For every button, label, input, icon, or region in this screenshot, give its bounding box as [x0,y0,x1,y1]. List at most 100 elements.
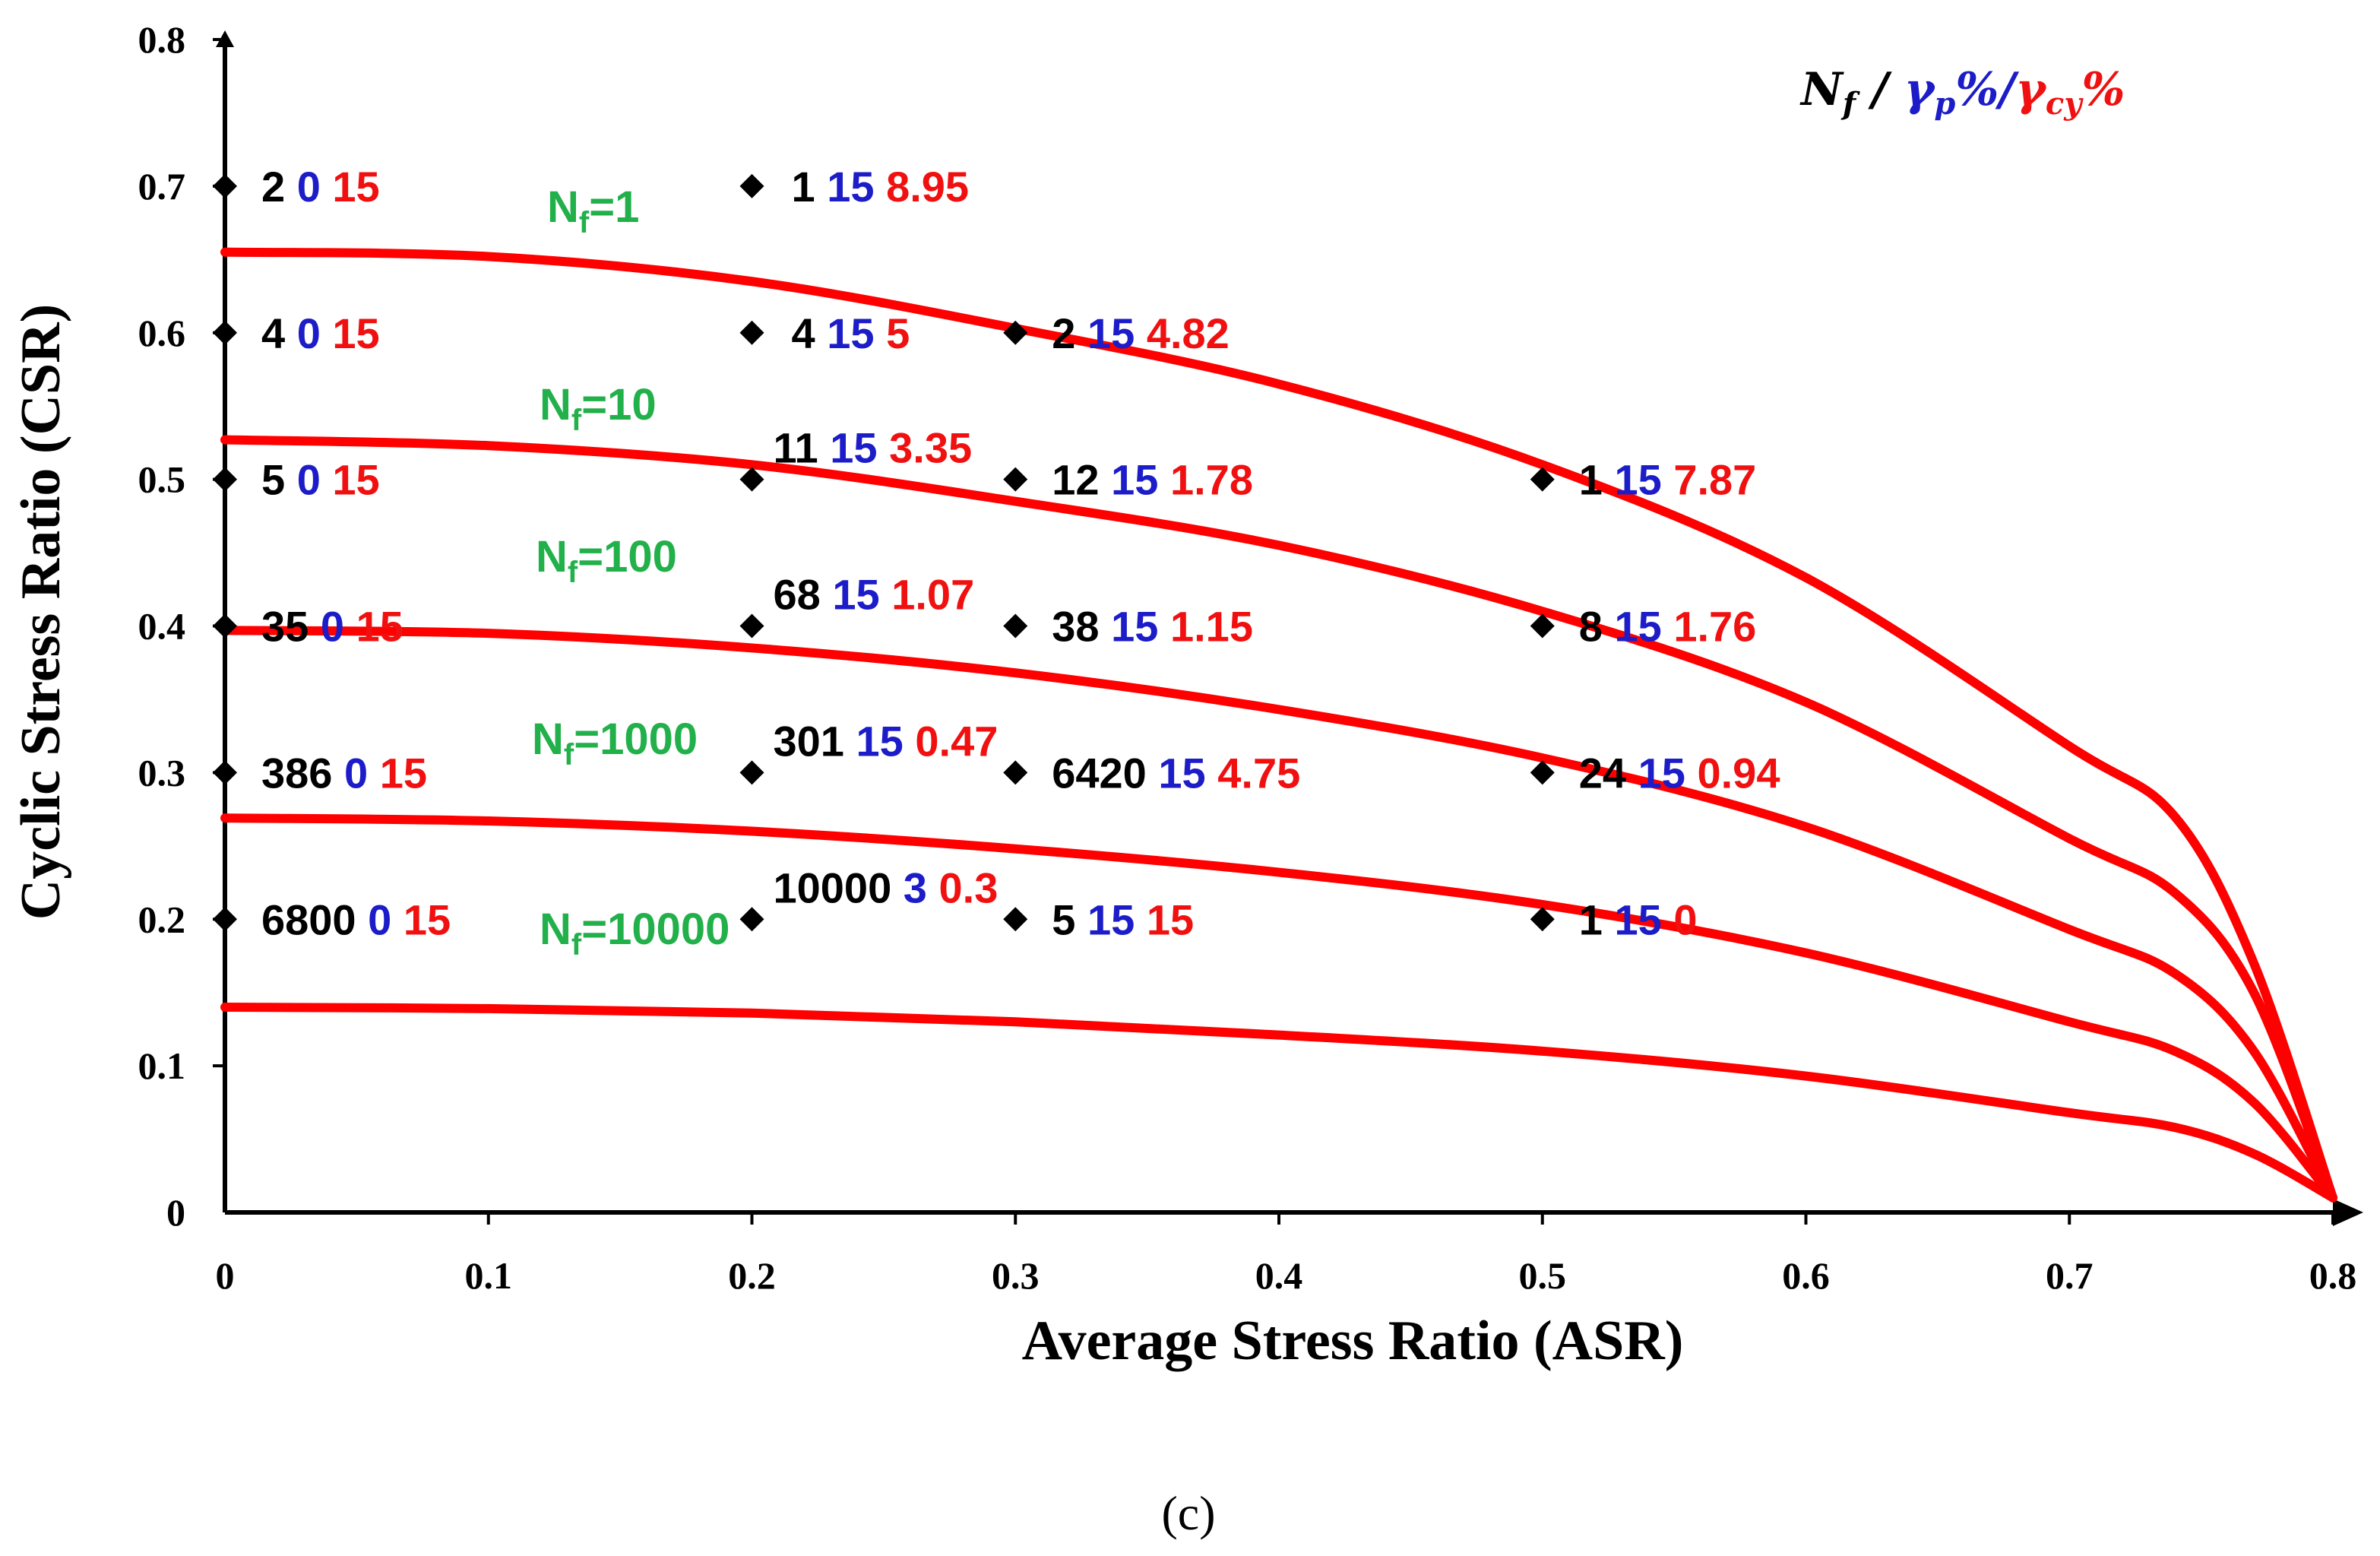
fatigue-curve [220,626,2337,1203]
data-point-marker [213,613,237,639]
curve-label-value: =10000 [581,905,730,954]
nf-value: 6420 [1052,749,1158,797]
gamma-p-value: 0 [297,309,333,357]
data-point-label: 4 15 5 [792,309,910,357]
curve-label: Nf=100 [536,532,677,589]
data-point-marker [739,613,764,639]
x-tick-label: 0.5 [1519,1254,1567,1297]
nf-value: 5 [261,456,297,504]
curve-label-main: N [536,532,568,582]
nf-value: 1 [1579,895,1615,943]
curve-label-sub: f [571,404,582,437]
gamma-p-value: 0 [344,749,380,797]
curve-label-value: =1000 [574,715,698,764]
curve-label-value: =1 [589,182,639,232]
data-point-marker [213,467,237,492]
data-point-marker [739,760,764,785]
x-tick-label: 0.6 [1782,1254,1830,1297]
data-point-label: 5 0 15 [261,456,380,504]
y-tick-label: 0.5 [138,458,186,501]
nf-value: 35 [261,603,321,651]
data-point-marker [1530,467,1555,492]
fatigue-curves [220,247,2337,1203]
legend-gamma-p: γ [1904,63,1936,116]
gamma-cy-value: 15 [332,456,379,504]
data-point-marker [1530,907,1555,932]
data-point-marker [213,907,237,932]
curve-label-value: =10 [581,380,656,429]
curve-label-sub: f [579,206,590,239]
curve-label-sub: f [564,738,574,772]
legend: Nf / γp%/γcy% [1799,63,2125,122]
nf-value: 386 [261,749,344,797]
nf-value: 2 [261,163,297,211]
y-tick-label: 0.7 [138,165,186,208]
curve-label-value: =100 [578,532,677,582]
data-point-label: 24 15 0.94 [1579,749,1780,797]
gamma-p-value: 0 [297,456,333,504]
data-points [213,173,1555,932]
gamma-cy-value: 0.94 [1697,749,1780,797]
gamma-cy-value: 7.87 [1673,456,1756,504]
data-point-marker [739,907,764,932]
x-tick-label: 0.4 [1255,1254,1303,1297]
gamma-p-value: 0 [297,163,333,211]
gamma-p-value: 15 [1111,603,1170,651]
gamma-cy-value: 1.07 [891,571,974,619]
curve-label-main: N [547,182,579,232]
x-tick-label: 0.1 [465,1254,513,1297]
data-point-label: 11 15 3.35 [774,424,973,472]
data-point-label: 1 15 7.87 [1579,456,1757,504]
curve-label: Nf=10000 [540,905,730,962]
curve-label-sub: f [571,928,582,962]
gamma-p-value: 15 [1087,309,1147,357]
gamma-cy-value: 1.15 [1170,603,1253,651]
data-point-label: 10000 3 0.3 [774,864,999,911]
data-point-marker [213,173,237,198]
gamma-cy-value: 1.76 [1673,603,1756,651]
gamma-p-value: 15 [1111,456,1170,504]
x-tick-label: 0 [216,1254,235,1297]
y-tick-label: 0 [166,1191,185,1234]
gamma-p-value: 15 [1087,895,1147,943]
data-point-label: 6420 15 4.75 [1052,749,1300,797]
data-point-label: 4 0 15 [261,309,380,357]
nf-value: 12 [1052,456,1111,504]
data-point-marker [1003,760,1028,785]
data-point-marker [739,467,764,492]
curve-label: Nf=1 [547,182,639,239]
gamma-cy-value: 15 [380,749,427,797]
gamma-cy-value: 8.95 [886,163,969,211]
y-axis-title: Cyclic Stress Ratio (CSR) [10,304,72,920]
legend-nf: N [1799,63,1844,116]
gamma-cy-value: 0 [1673,895,1697,943]
nf-value: 24 [1579,749,1638,797]
data-point-label: 1 15 0 [1579,895,1698,943]
legend-gamma-cy-sub: cy [2046,86,2084,122]
nf-value: 4 [261,309,297,357]
nf-value: 1 [792,163,828,211]
nf-value: 11 [774,424,831,472]
gamma-cy-value: 4.75 [1217,749,1300,797]
gamma-cy-value: 15 [332,163,379,211]
gamma-p-value: 0 [321,603,356,651]
nf-value: 5 [1052,895,1087,943]
data-point-label: 1 15 8.95 [792,163,970,211]
data-point-label: 12 15 1.78 [1052,456,1253,504]
gamma-p-value: 15 [1614,456,1673,504]
y-tick-label: 0.8 [138,18,186,61]
gamma-cy-value: 15 [356,603,404,651]
x-tick-label: 0.3 [992,1254,1040,1297]
nf-value: 68 [774,571,833,619]
y-tick-label: 0.6 [138,312,186,354]
gamma-p-value: 15 [1614,603,1673,651]
fatigue-curve [220,435,2337,1203]
gamma-p-value: 15 [856,717,916,765]
gamma-p-value: 15 [1638,749,1698,797]
y-tick-label: 0.4 [138,605,186,648]
data-point-marker [1003,467,1028,492]
nf-value: 10000 [774,864,904,911]
data-point-marker [739,173,764,198]
data-point-label: 8 15 1.76 [1579,603,1757,651]
